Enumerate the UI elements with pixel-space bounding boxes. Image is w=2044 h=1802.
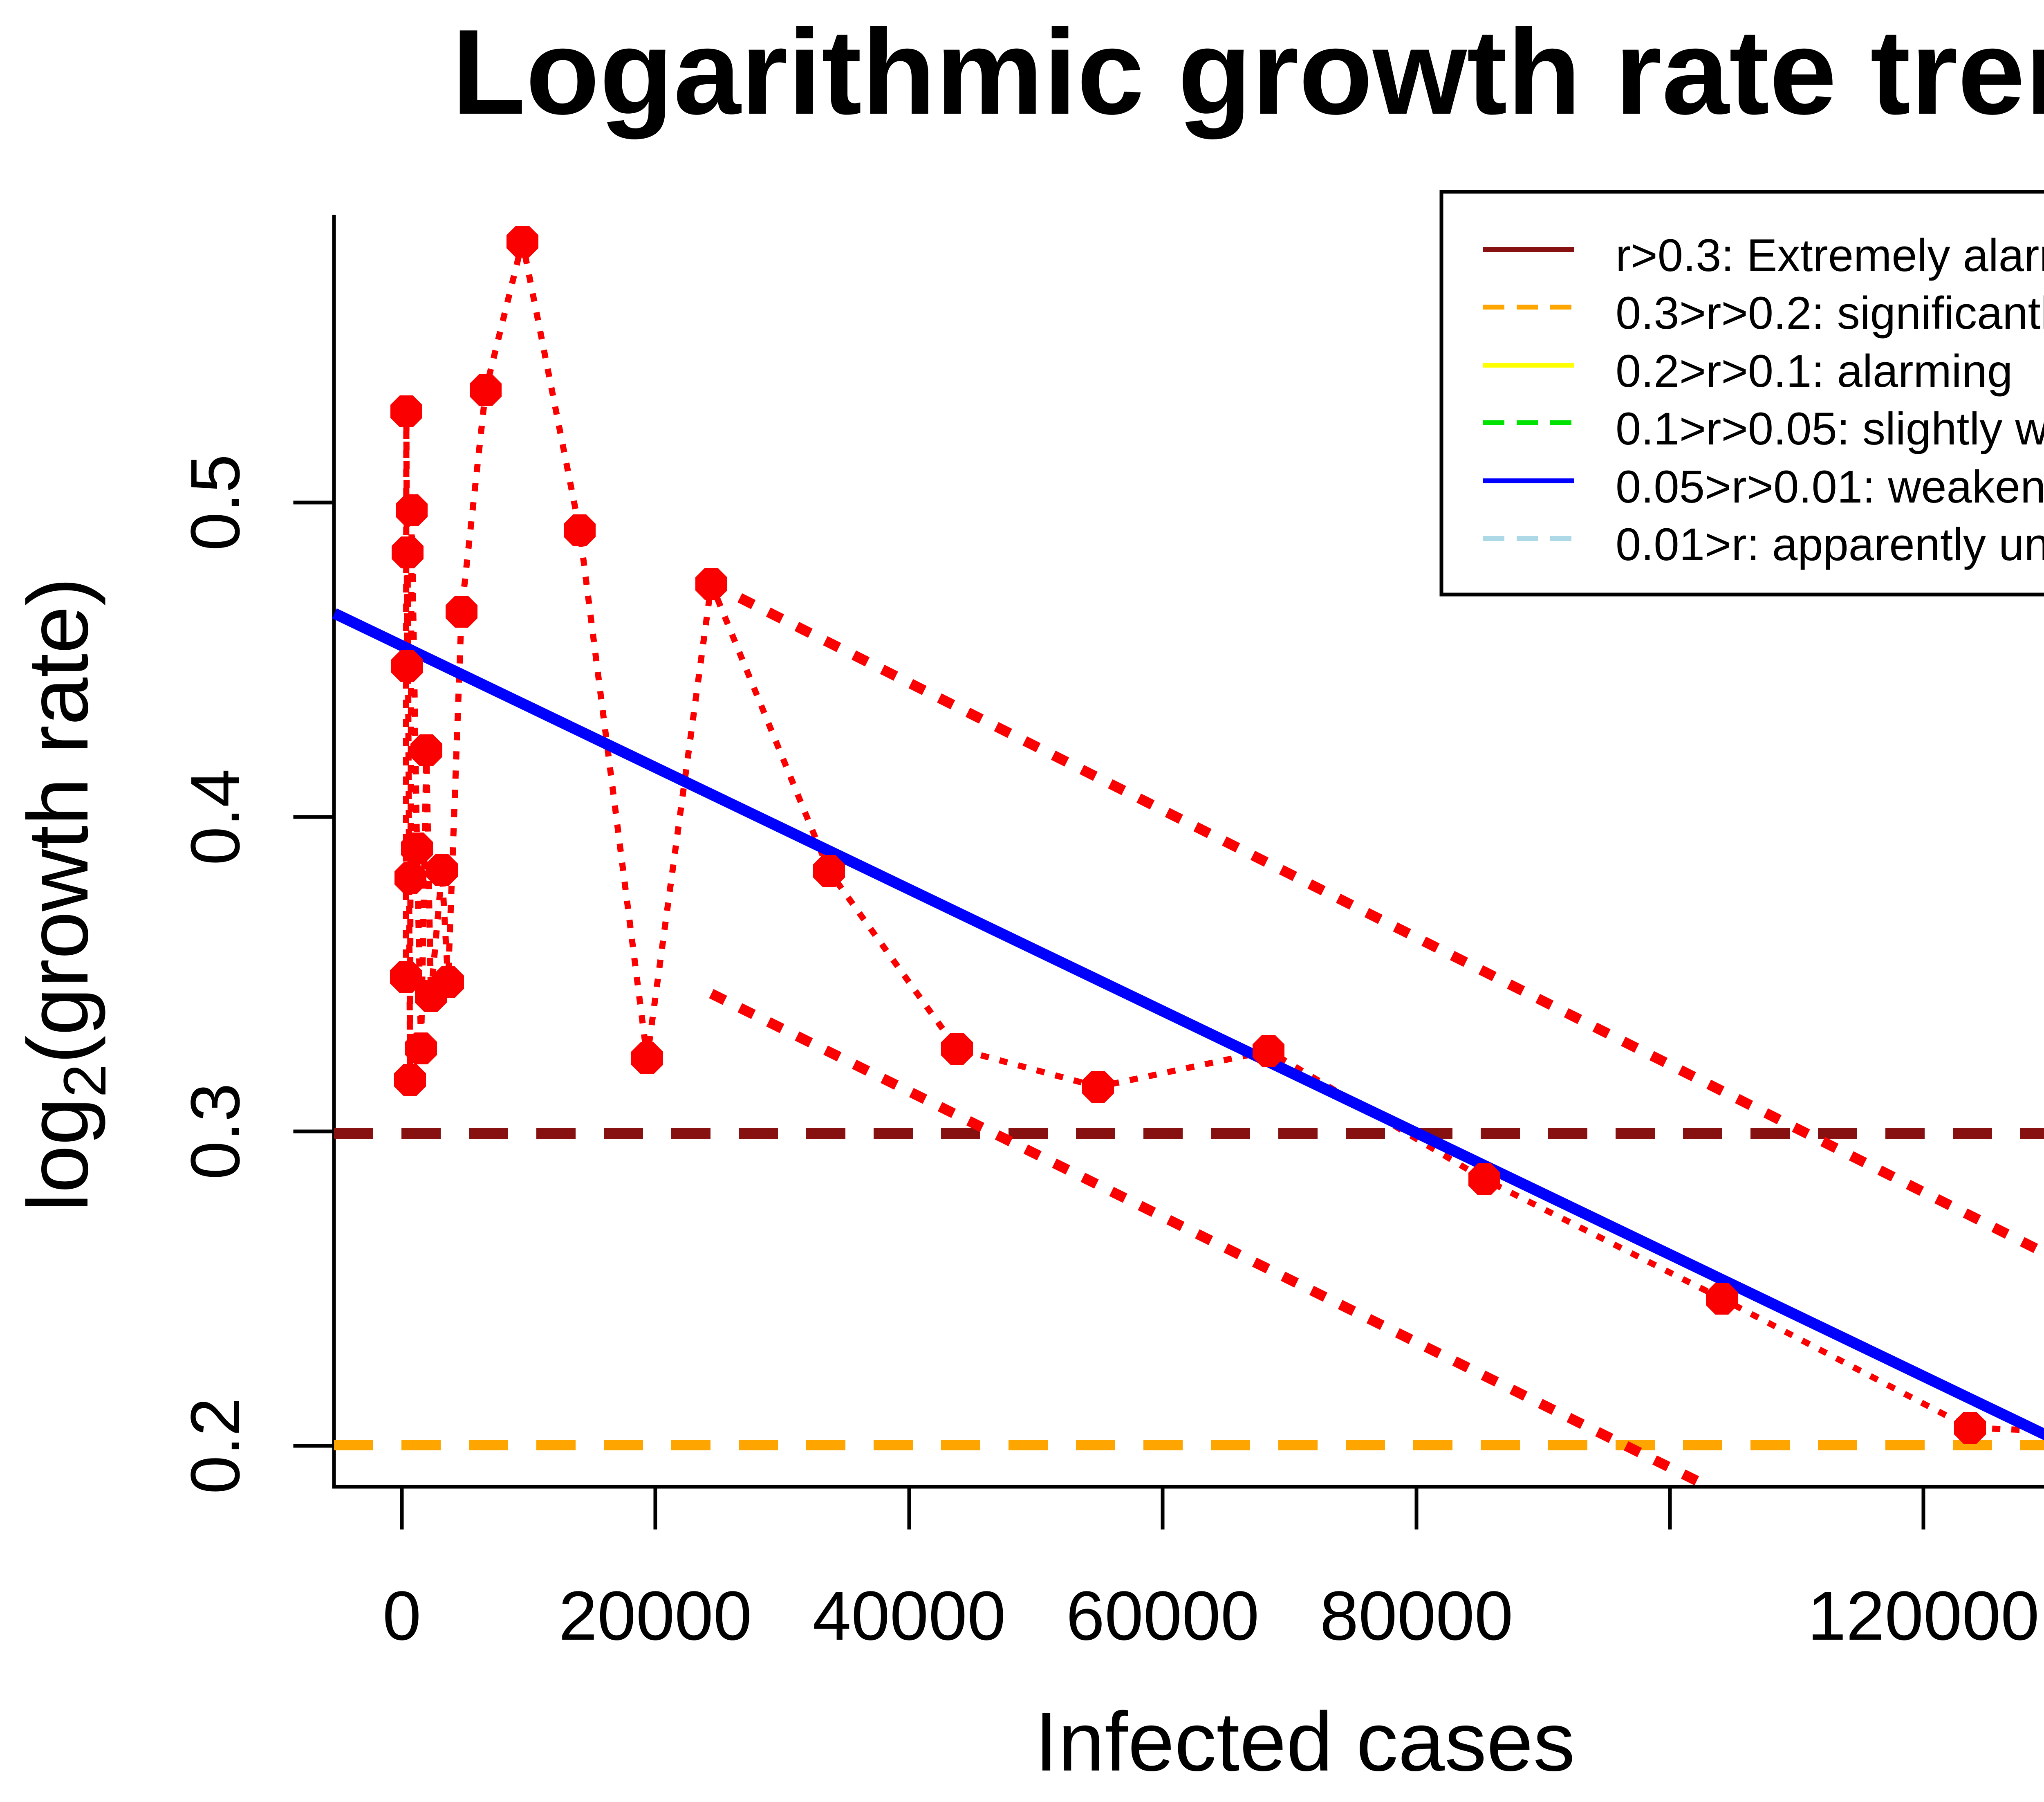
svg-text:0.01>r: apparently under contr: 0.01>r: apparently under control [1616, 519, 2044, 570]
svg-text:0.2>r>0.1: alarming: 0.2>r>0.1: alarming [1616, 346, 2013, 397]
svg-text:0: 0 [383, 1577, 421, 1655]
svg-text:r>0.3: Extremely alarming: r>0.3: Extremely alarming [1616, 230, 2044, 281]
svg-text:0.5: 0.5 [177, 454, 254, 551]
svg-text:0.2: 0.2 [177, 1398, 254, 1494]
svg-text:120000: 120000 [1807, 1577, 2039, 1655]
svg-text:log2(growth rate): log2(growth rate) [10, 577, 119, 1212]
svg-text:Logarithmic growth rate trend: Logarithmic growth rate trend [452, 4, 2044, 140]
svg-text:60000: 60000 [1066, 1577, 1260, 1655]
svg-text:0.3>r>0.2: significantly alarm: 0.3>r>0.2: significantly alarming [1616, 287, 2044, 339]
svg-text:80000: 80000 [1320, 1577, 1513, 1655]
svg-text:0.05>r>0.01: weakening: 0.05>r>0.01: weakening [1616, 461, 2044, 512]
svg-text:40000: 40000 [813, 1577, 1006, 1655]
svg-text:0.4: 0.4 [177, 769, 254, 865]
svg-text:0.1>r>0.05: slightly weakening: 0.1>r>0.05: slightly weakening [1616, 403, 2044, 454]
svg-text:0.3: 0.3 [177, 1083, 254, 1180]
svg-text:Infected cases: Infected cases [1035, 1695, 1575, 1789]
svg-text:20000: 20000 [559, 1577, 752, 1655]
